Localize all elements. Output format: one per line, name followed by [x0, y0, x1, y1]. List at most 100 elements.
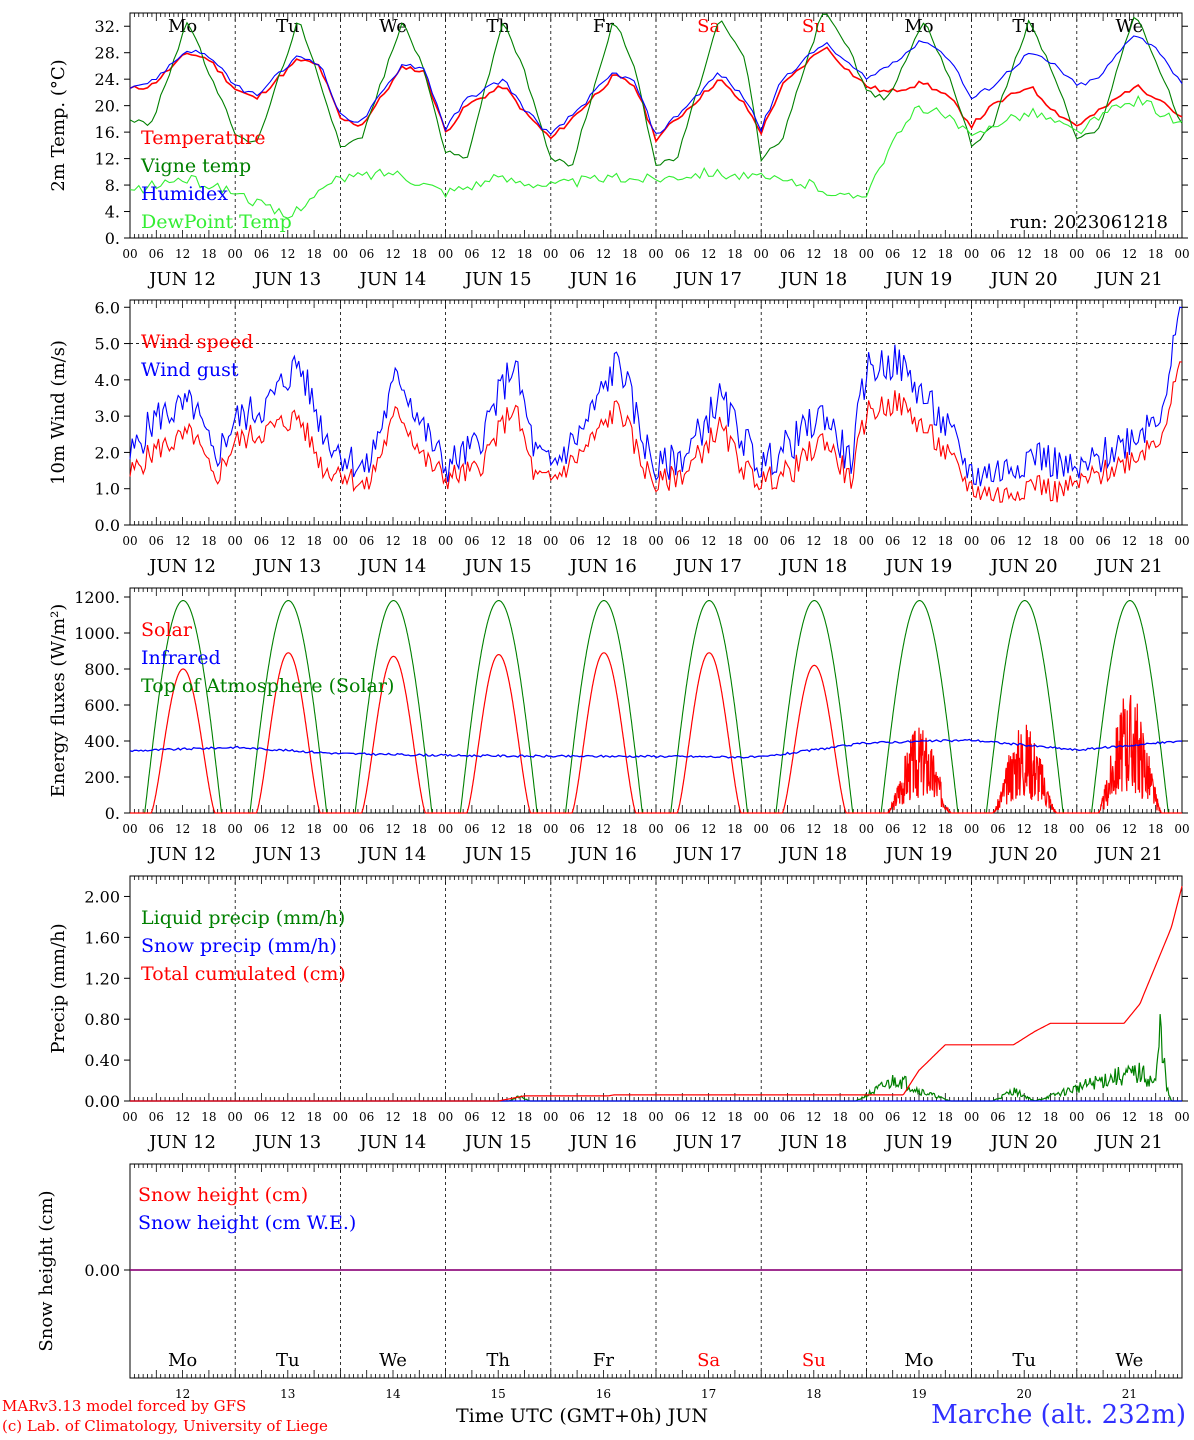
hour-tick-label: 00: [1174, 247, 1189, 261]
hour-tick-label: 12: [1017, 534, 1032, 548]
hour-tick-label: 00: [859, 822, 874, 836]
y-tick-label: 0.80: [84, 1010, 120, 1029]
hour-tick-label: 12: [806, 822, 821, 836]
legend-solar: Solar: [141, 619, 193, 641]
hour-tick-label: 00: [859, 1110, 874, 1124]
y-tick-label: 0.: [105, 804, 120, 823]
hour-tick-label: 12: [1122, 1110, 1137, 1124]
date-label: JUN 15: [463, 269, 532, 290]
hour-tick-label: 06: [1095, 822, 1110, 836]
hour-tick-label: 18: [832, 247, 847, 261]
hour-tick-label: 00: [1174, 1110, 1189, 1124]
weekday-label: We: [379, 16, 407, 37]
day-number-label: 20: [1017, 1387, 1032, 1401]
hour-tick-label: 12: [911, 534, 926, 548]
hour-tick-label: 06: [569, 534, 584, 548]
hour-tick-label: 06: [254, 822, 269, 836]
hour-tick-label: 12: [385, 247, 400, 261]
date-label: JUN 18: [778, 269, 847, 290]
series-vigne-temp: [129, 13, 1183, 167]
hour-tick-label: 18: [201, 1110, 216, 1124]
date-label: JUN 14: [358, 844, 427, 865]
date-label: JUN 21: [1094, 1132, 1163, 1153]
y-tick-label: 16.: [95, 123, 120, 142]
hour-tick-label: 06: [464, 822, 479, 836]
hour-tick-label: 06: [675, 822, 690, 836]
date-label: JUN 19: [884, 844, 953, 865]
hour-tick-label: 00: [122, 247, 137, 261]
legend-snow-height-cm-w-e-: Snow height (cm W.E.): [138, 1212, 356, 1234]
hour-tick-label: 12: [596, 1110, 611, 1124]
hour-tick-label: 00: [438, 822, 453, 836]
day-number-label: 13: [280, 1387, 295, 1401]
hour-tick-label: 00: [438, 534, 453, 548]
hour-tick-label: 00: [228, 534, 243, 548]
series-infrared: [129, 738, 1183, 759]
hour-tick-label: 12: [175, 247, 190, 261]
panel-5: 0.00 Snow height (cm) Snow height (cm) Snow…: [36, 1163, 1183, 1401]
y-tick-label: 800.: [84, 660, 120, 679]
hour-tick-label: 06: [254, 534, 269, 548]
hour-tick-label: 18: [412, 1110, 427, 1124]
legend-wind-gust: Wind gust: [141, 359, 239, 381]
panel-4: 00 06 12 18 JUN 12 00 06 12 18 JUN 13 00 06 12 18 JUN …: [48, 875, 1190, 1153]
hour-tick-label: 18: [727, 1110, 742, 1124]
hour-tick-label: 18: [622, 534, 637, 548]
hour-tick-label: 12: [1017, 1110, 1032, 1124]
hour-tick-label: 06: [149, 247, 164, 261]
hour-tick-label: 00: [1069, 1110, 1084, 1124]
date-label: JUN 21: [1094, 844, 1163, 865]
hour-tick-label: 12: [911, 247, 926, 261]
hour-tick-label: 06: [149, 1110, 164, 1124]
hour-tick-label: 06: [359, 1110, 374, 1124]
hour-tick-label: 12: [596, 534, 611, 548]
hour-tick-label: 00: [648, 822, 663, 836]
hour-tick-label: 06: [149, 534, 164, 548]
weekday-label: Sa: [697, 1350, 720, 1371]
hour-tick-label: 12: [806, 534, 821, 548]
hour-tick-label: 18: [1043, 534, 1058, 548]
date-label: JUN 18: [778, 1132, 847, 1153]
hour-tick-label: 18: [517, 1110, 532, 1124]
hour-tick-label: 00: [754, 1110, 769, 1124]
hour-tick-label: 06: [885, 822, 900, 836]
hour-tick-label: 18: [1148, 534, 1163, 548]
hour-tick-label: 00: [333, 822, 348, 836]
hour-tick-label: 06: [990, 822, 1005, 836]
series-dewpoint-temp: [129, 95, 1183, 219]
weekday-label: Tu: [276, 16, 300, 37]
hour-tick-label: 06: [569, 247, 584, 261]
hour-tick-label: 00: [1069, 822, 1084, 836]
series-wind-speed: [129, 361, 1183, 503]
y-tick-label: 4.: [105, 203, 120, 222]
hour-tick-label: 12: [1122, 822, 1137, 836]
hour-tick-label: 06: [149, 822, 164, 836]
y-tick-label: 32.: [95, 17, 120, 36]
hour-tick-label: 00: [964, 822, 979, 836]
date-label: JUN 15: [463, 1132, 532, 1153]
date-label: JUN 20: [989, 556, 1058, 577]
hour-tick-label: 06: [464, 1110, 479, 1124]
date-label: JUN 17: [673, 269, 742, 290]
panel-frame: [129, 12, 1183, 239]
hour-tick-label: 00: [122, 822, 137, 836]
date-label: JUN 12: [147, 1132, 216, 1153]
date-label: JUN 19: [884, 1132, 953, 1153]
weekday-label: Tu: [1012, 1350, 1036, 1371]
day-number-label: 16: [596, 1387, 611, 1401]
hour-tick-label: 06: [359, 247, 374, 261]
hour-tick-label: 12: [280, 1110, 295, 1124]
weekday-label: We: [1116, 1350, 1144, 1371]
legend-snow-height-cm-: Snow height (cm): [138, 1184, 308, 1206]
hour-tick-label: 00: [122, 1110, 137, 1124]
y-tick-label: 0.: [105, 229, 120, 248]
hour-tick-label: 06: [780, 534, 795, 548]
date-label: JUN 13: [252, 269, 321, 290]
date-label: JUN 18: [778, 556, 847, 577]
hour-tick-label: 00: [859, 534, 874, 548]
date-label: JUN 15: [463, 556, 532, 577]
legend-total-cumulated-cm-: Total cumulated (cm): [141, 963, 346, 985]
run-annotation: run: 2023061218: [1010, 212, 1168, 233]
hour-tick-label: 18: [727, 822, 742, 836]
